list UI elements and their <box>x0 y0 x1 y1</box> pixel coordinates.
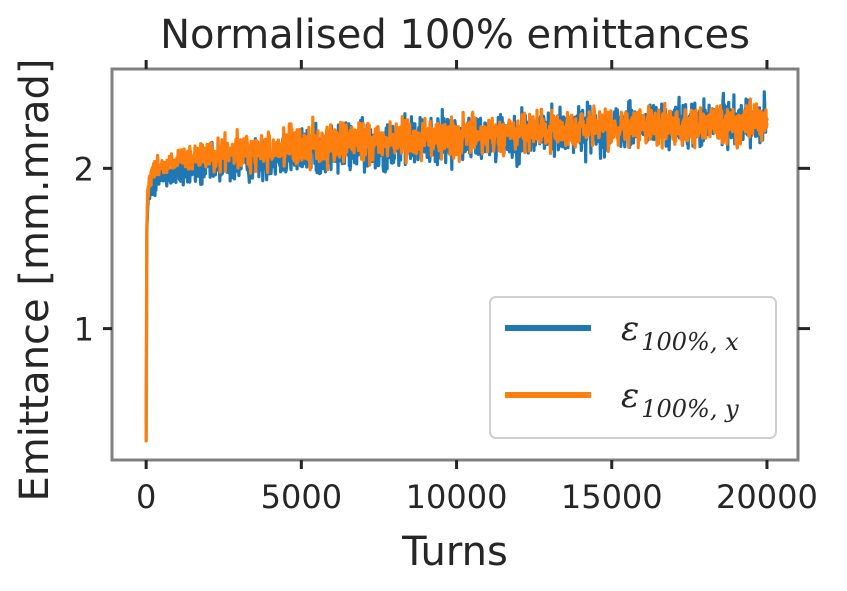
x-tick-label-20000: 20000 <box>716 478 818 516</box>
y-tick-label-2: 2 <box>74 150 94 188</box>
y-tick-label-1: 1 <box>74 311 94 349</box>
plot-area: 0 5000 10000 15000 20000 1 2 <box>74 60 818 516</box>
x-tick-label-15000: 15000 <box>561 478 663 516</box>
traces <box>144 90 769 443</box>
legend-label-y: ε100%, y <box>621 376 739 423</box>
x-tick-label-10000: 10000 <box>406 478 508 516</box>
legend-label-x: ε100%, x <box>621 309 739 356</box>
x-axis-label: Turns <box>401 529 508 575</box>
plot-frame <box>110 67 800 462</box>
legend-box <box>489 296 777 439</box>
series-line-y <box>144 97 769 443</box>
legend: ε100%, x ε100%, y <box>489 296 777 439</box>
x-tick-label-5000: 5000 <box>261 478 342 516</box>
chart-title: Normalised 100% emittances <box>160 12 750 58</box>
y-axis-label: Emittance [mm.mrad] <box>12 58 58 501</box>
x-tick-label-0: 0 <box>136 478 156 516</box>
